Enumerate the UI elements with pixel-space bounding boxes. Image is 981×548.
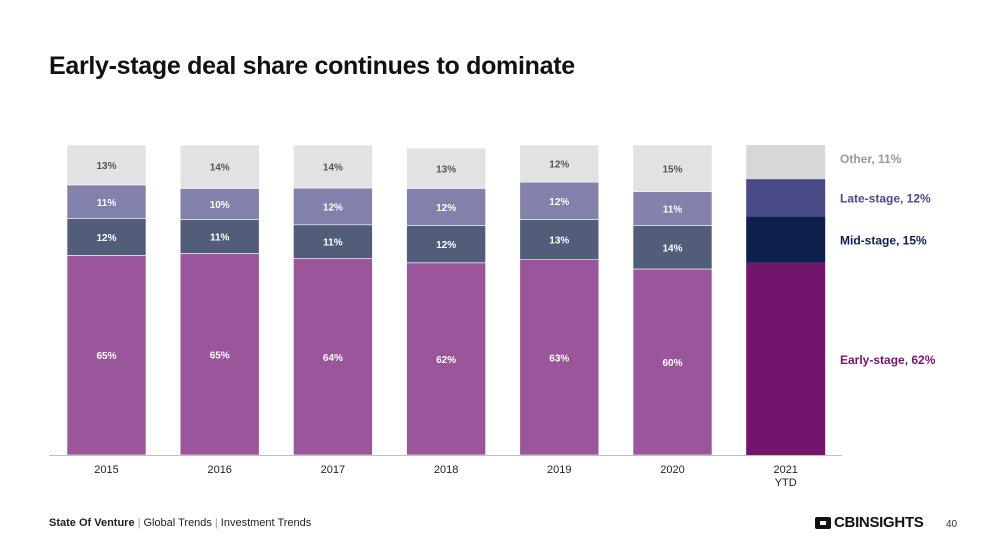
page-title: Early-stage deal share continues to domi…	[49, 52, 575, 80]
bar-late-stage-2017	[293, 187, 373, 226]
footer-separator: |	[137, 517, 141, 529]
bar-other-2021-ytd	[746, 145, 826, 180]
legend-mid-stage: Mid-stage, 15%	[840, 234, 927, 248]
data-label: 14%	[210, 163, 230, 174]
footer-report[interactable]: State Of Venture	[49, 517, 135, 529]
bar-mid-stage-2018	[406, 225, 486, 264]
data-label: 12%	[436, 203, 456, 214]
footer-breadcrumb: State Of Venture | Global Trends | Investmen…	[49, 517, 311, 529]
legend-other: Other, 11%	[840, 152, 902, 166]
legend-early-stage: Early-stage, 62%	[840, 353, 936, 367]
bar-other-2020	[632, 144, 713, 192]
cb-logo-icon	[815, 516, 831, 529]
data-label: 65%	[210, 350, 230, 361]
x-tick-label: 2018	[434, 464, 458, 476]
bar-other-2015	[66, 144, 147, 186]
page-number: 40	[946, 519, 958, 530]
data-label: 13%	[549, 236, 569, 247]
bar-other-2019	[519, 144, 600, 183]
bar-late-stage-2019	[519, 181, 600, 220]
footer-section-global-trends[interactable]: Global Trends	[143, 517, 212, 529]
data-label: 12%	[436, 240, 456, 251]
stacked-bar-chart: 65% 12% 11% 13% 2015 65% 11% 10% 14% 2016 64% 11% 12…	[49, 144, 936, 489]
data-label: 10%	[210, 200, 230, 211]
bar-late-stage-2016	[179, 188, 260, 220]
x-tick-label: 2020	[660, 464, 684, 476]
logo-text: CBINSIGHTS	[834, 514, 924, 531]
data-label: 11%	[323, 238, 343, 249]
x-tick-label: 2021	[773, 464, 797, 476]
bar-late-stage-2021-ytd	[746, 179, 826, 217]
bar-late-stage-2020	[632, 191, 713, 226]
bar-other-2016	[179, 144, 260, 189]
data-label: 12%	[323, 202, 343, 213]
bar-mid-stage-2021-ytd	[746, 216, 826, 263]
data-label: 63%	[549, 353, 569, 364]
cbinsights-logo: CBINSIGHTS	[815, 514, 924, 531]
data-label: 13%	[96, 161, 116, 172]
data-label: 11%	[663, 205, 683, 216]
bar-other-2018	[406, 147, 486, 189]
data-label: 12%	[549, 197, 569, 208]
legend-late-stage: Late-stage, 12%	[840, 192, 931, 206]
bar-early-stage-2020	[632, 268, 713, 456]
bar-early-stage-2018	[406, 262, 486, 456]
x-tick-label: 2015	[94, 464, 118, 476]
bar-mid-stage-2020	[632, 225, 713, 270]
data-label: 15%	[662, 164, 682, 175]
bar-mid-stage-2016	[179, 219, 260, 254]
footer-separator: |	[214, 517, 218, 529]
bar-early-stage-2015	[66, 255, 147, 456]
data-label: 11%	[97, 198, 117, 209]
x-tick-label: 2017	[321, 464, 345, 476]
data-label: 64%	[323, 353, 343, 364]
footer-section-investment-trends[interactable]: Investment Trends	[220, 517, 312, 529]
data-label: 13%	[436, 164, 456, 175]
bar-late-stage-2018	[406, 188, 486, 226]
data-label: 14%	[323, 162, 343, 173]
data-label: 62%	[436, 355, 456, 366]
x-tick-label: 2016	[207, 464, 231, 476]
x-tick-label: YTD	[775, 477, 797, 489]
data-label: 60%	[662, 358, 682, 369]
data-label: 14%	[662, 243, 682, 254]
data-label: 11%	[210, 232, 230, 243]
data-label: 65%	[96, 351, 116, 362]
bar-other-2017	[293, 144, 373, 189]
bar-early-stage-2017	[293, 258, 373, 456]
bar-early-stage-2019	[519, 259, 600, 456]
x-tick-label: 2019	[547, 464, 571, 476]
data-label: 12%	[96, 233, 116, 244]
bar-late-stage-2015	[66, 184, 147, 219]
bar-mid-stage-2019	[519, 219, 600, 260]
data-label: 12%	[549, 160, 569, 171]
bar-early-stage-2021-ytd	[746, 262, 826, 455]
